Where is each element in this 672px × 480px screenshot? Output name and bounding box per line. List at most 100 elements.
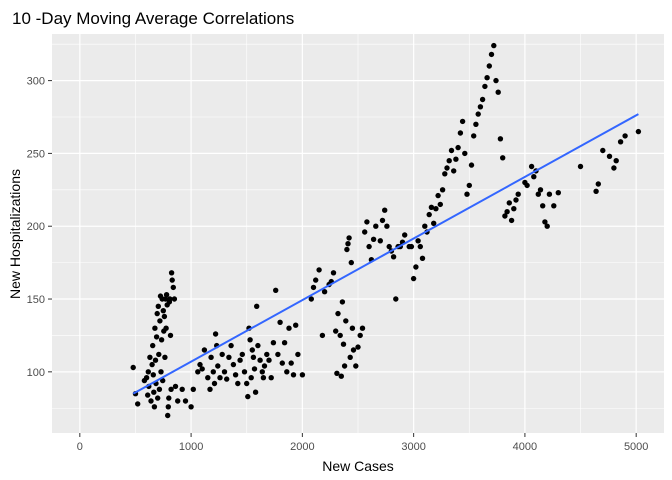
scatter-point xyxy=(479,96,486,103)
scatter-point xyxy=(313,277,319,283)
scatter-point xyxy=(179,386,185,392)
scatter-point xyxy=(219,351,225,358)
scatter-point xyxy=(335,310,341,317)
y-axis-title: New Hospitalizations xyxy=(7,169,23,299)
scatter-point xyxy=(168,270,175,276)
scatter-point xyxy=(330,270,337,276)
scatter-point xyxy=(413,264,419,270)
scatter-point xyxy=(370,236,377,242)
scatter-point xyxy=(359,325,366,331)
scatter-point xyxy=(212,331,219,337)
scatter-point xyxy=(451,168,457,174)
scatter-point xyxy=(528,163,535,170)
scatter-point xyxy=(237,357,243,363)
scatter-point xyxy=(254,303,260,309)
scatter-point xyxy=(261,363,268,369)
scatter-point xyxy=(502,213,508,219)
scatter-point xyxy=(377,238,383,244)
scatter-point xyxy=(343,318,349,324)
scatter-point xyxy=(161,313,168,320)
scatter-point xyxy=(155,395,161,401)
scatter-point xyxy=(319,332,326,339)
scatter-point xyxy=(150,342,156,349)
scatter-point xyxy=(457,130,464,136)
x-tick-label: 0 xyxy=(77,441,83,453)
scatter-point xyxy=(347,354,353,360)
scatter-point xyxy=(275,351,281,358)
scatter-point xyxy=(459,118,466,125)
x-axis-ticks: 0 1000 2000 3000 4000 5000 xyxy=(77,433,648,453)
scatter-point xyxy=(284,369,290,375)
x-tick-label: 3000 xyxy=(401,441,425,453)
chart-title: 10 -Day Moving Average Correlations xyxy=(12,9,294,28)
scatter-point xyxy=(152,325,158,331)
scatter-point xyxy=(364,219,370,225)
scatter-point xyxy=(426,211,432,218)
scatter-point xyxy=(165,412,171,419)
scatter-point xyxy=(437,201,443,208)
scatter-point xyxy=(531,174,537,180)
scatter-point xyxy=(357,332,363,339)
scatter-point xyxy=(250,354,257,360)
scatter-point xyxy=(155,303,161,309)
scatter-point xyxy=(248,375,254,381)
scatter-point xyxy=(166,395,172,401)
scatter-point xyxy=(477,104,484,110)
scatter-point xyxy=(195,369,201,375)
scatter-point xyxy=(162,296,169,302)
scatter-point xyxy=(295,351,301,358)
scatter-point xyxy=(511,206,517,212)
scatter-point xyxy=(162,354,168,360)
regression-line xyxy=(132,113,639,395)
scatter-point xyxy=(384,223,390,229)
scatter-point xyxy=(546,191,553,197)
scatter-point xyxy=(247,337,253,343)
scatter-point xyxy=(500,155,506,161)
scatter-point xyxy=(382,207,388,213)
scatter-point xyxy=(197,361,203,368)
scatter-point xyxy=(497,136,504,142)
scatter-point xyxy=(249,347,255,353)
scatter-point xyxy=(239,351,245,358)
scatter-point xyxy=(593,188,599,194)
scatter-point xyxy=(163,292,170,298)
scatter-point xyxy=(471,133,477,139)
scatter-point xyxy=(540,203,546,209)
scatter-point xyxy=(506,200,512,206)
scatter-point xyxy=(217,375,223,381)
scatter-point xyxy=(349,325,356,331)
scatter-point xyxy=(428,204,435,210)
scatter-point xyxy=(153,334,160,340)
scatter-point xyxy=(188,404,194,410)
scatter-point xyxy=(151,404,158,410)
scatter-point xyxy=(268,375,274,381)
y-tick-label: 200 xyxy=(27,221,45,233)
scatter-point xyxy=(353,363,359,369)
scatter-point xyxy=(379,217,386,224)
scatter-point xyxy=(402,232,408,238)
scatter-point xyxy=(408,243,415,250)
scatter-point xyxy=(264,351,270,358)
y-tick-label: 250 xyxy=(27,148,45,160)
scatter-point xyxy=(473,121,479,128)
scatter-point xyxy=(366,243,372,250)
scatter-point xyxy=(524,182,530,189)
scatter-point xyxy=(439,187,446,193)
scatter-point xyxy=(226,354,232,360)
scatter-point xyxy=(288,360,294,366)
scatter-point xyxy=(169,277,175,283)
scatter-point xyxy=(172,383,179,390)
scatter-point xyxy=(251,366,258,372)
scatter-point xyxy=(270,340,277,346)
scatter-point xyxy=(393,296,399,302)
major-gridlines xyxy=(52,34,664,433)
scatter-point xyxy=(345,241,351,247)
scatter-point xyxy=(341,363,348,369)
scatter-point xyxy=(493,77,499,84)
scatter-point xyxy=(310,284,317,291)
scatter-point xyxy=(190,386,196,392)
scatter-point xyxy=(130,364,136,371)
scatter-point xyxy=(435,192,441,199)
scatter-point xyxy=(334,370,340,376)
